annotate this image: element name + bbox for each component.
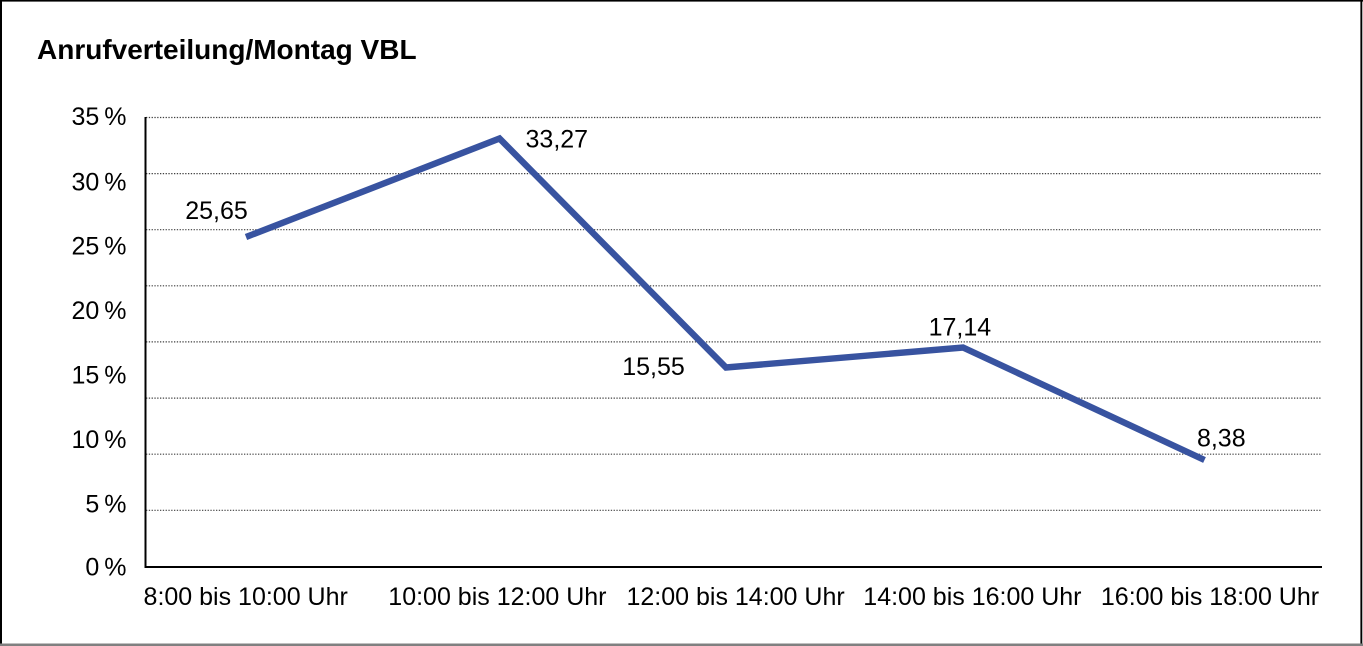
svg-text:20 %: 20 % — [72, 297, 127, 325]
svg-text:33,27: 33,27 — [526, 125, 589, 153]
svg-text:8:00 bis 10:00 Uhr: 8:00 bis 10:00 Uhr — [144, 583, 348, 611]
svg-text:14:00 bis 16:00 Uhr: 14:00 bis 16:00 Uhr — [863, 583, 1081, 611]
svg-text:35 %: 35 % — [72, 103, 127, 131]
svg-text:15 %: 15 % — [72, 361, 127, 389]
svg-text:15,55: 15,55 — [622, 353, 685, 381]
svg-text:5 %: 5 % — [85, 491, 126, 519]
svg-text:10:00 bis 12:00 Uhr: 10:00 bis 12:00 Uhr — [388, 583, 606, 611]
svg-text:25 %: 25 % — [72, 233, 127, 261]
svg-text:Anrufverteilung/Montag VBL: Anrufverteilung/Montag VBL — [37, 34, 417, 65]
svg-text:12:00 bis 14:00 Uhr: 12:00 bis 14:00 Uhr — [626, 583, 844, 611]
svg-text:10 %: 10 % — [72, 426, 127, 454]
svg-text:0 %: 0 % — [85, 554, 126, 582]
svg-text:25,65: 25,65 — [185, 197, 248, 225]
svg-text:16:00 bis 18:00 Uhr: 16:00 bis 18:00 Uhr — [1101, 583, 1319, 611]
svg-text:30 %: 30 % — [72, 169, 127, 197]
svg-text:8,38: 8,38 — [1197, 424, 1246, 452]
svg-text:17,14: 17,14 — [929, 314, 992, 342]
